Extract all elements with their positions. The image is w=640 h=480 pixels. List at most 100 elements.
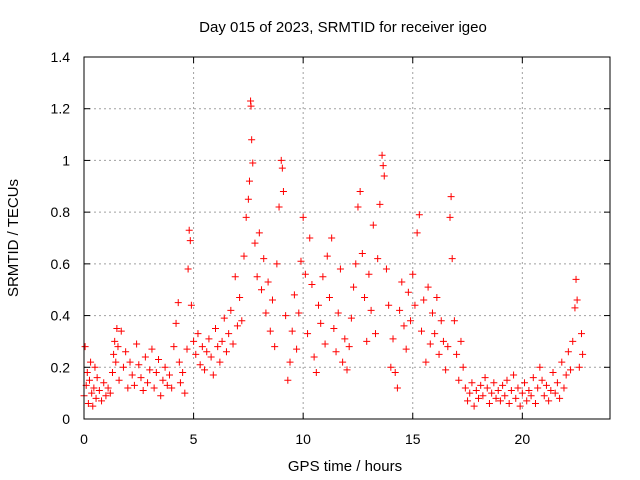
data-point xyxy=(306,234,314,242)
data-point xyxy=(247,102,255,110)
data-point xyxy=(176,379,184,387)
y-tick-label: 1.4 xyxy=(51,49,71,65)
data-point xyxy=(556,394,564,402)
data-point xyxy=(91,363,99,371)
data-point xyxy=(275,203,283,211)
data-point xyxy=(413,229,421,237)
data-point xyxy=(198,343,206,351)
data-point xyxy=(470,402,478,410)
data-point xyxy=(135,361,143,369)
data-point xyxy=(81,343,89,351)
data-point xyxy=(185,226,193,234)
data-point xyxy=(315,301,323,309)
data-point xyxy=(288,327,296,335)
data-point xyxy=(477,381,485,389)
data-point xyxy=(529,374,537,382)
data-point xyxy=(350,283,358,291)
data-point xyxy=(369,221,377,229)
data-point xyxy=(137,374,145,382)
data-point xyxy=(453,350,461,358)
data-point xyxy=(448,255,456,263)
data-point xyxy=(157,392,165,400)
data-point xyxy=(518,389,526,397)
data-point xyxy=(161,363,169,371)
data-point xyxy=(253,273,261,281)
data-point xyxy=(578,330,586,338)
data-point xyxy=(457,337,465,345)
data-point xyxy=(214,343,222,351)
data-point xyxy=(545,397,553,405)
data-point xyxy=(422,358,430,366)
data-point xyxy=(227,306,235,314)
data-point xyxy=(231,273,239,281)
data-point xyxy=(308,281,316,289)
data-point xyxy=(404,288,412,296)
data-point xyxy=(415,211,423,219)
data-point xyxy=(128,371,136,379)
data-point xyxy=(165,371,173,379)
data-point xyxy=(278,164,286,172)
data-point xyxy=(319,273,327,281)
data-point xyxy=(152,368,160,376)
data-point xyxy=(222,348,230,356)
x-tick-label: 5 xyxy=(190,431,198,447)
data-point xyxy=(379,162,387,170)
data-point xyxy=(310,353,318,361)
data-point xyxy=(521,379,529,387)
data-point xyxy=(111,337,119,345)
data-point xyxy=(523,397,531,405)
data-point xyxy=(551,389,559,397)
data-point xyxy=(514,384,522,392)
data-point xyxy=(475,394,482,402)
data-point xyxy=(139,387,147,395)
x-tick-label: 15 xyxy=(405,431,421,447)
data-point xyxy=(538,376,546,384)
data-point xyxy=(560,384,568,392)
data-point xyxy=(124,384,132,392)
data-point xyxy=(264,278,272,286)
data-point xyxy=(446,213,454,221)
axis-ticks xyxy=(83,56,610,420)
data-point xyxy=(542,381,550,389)
data-point xyxy=(323,252,331,260)
data-point xyxy=(106,389,114,397)
data-point xyxy=(459,363,467,371)
data-point xyxy=(428,309,436,317)
data-point xyxy=(564,348,572,356)
data-point xyxy=(290,291,298,299)
data-point xyxy=(90,384,98,392)
data-point xyxy=(481,374,489,382)
data-point xyxy=(175,358,183,366)
data-point xyxy=(376,200,384,208)
data-point xyxy=(212,325,219,332)
data-point xyxy=(229,340,237,348)
data-point xyxy=(301,270,309,278)
data-point xyxy=(461,384,469,392)
data-point xyxy=(562,371,570,379)
data-point xyxy=(389,335,397,343)
data-point xyxy=(380,172,388,180)
data-point xyxy=(84,399,92,407)
data-point xyxy=(117,327,125,335)
data-point xyxy=(501,392,509,400)
data-point xyxy=(115,376,123,384)
data-point xyxy=(174,299,182,307)
data-point xyxy=(418,327,426,335)
data-point xyxy=(439,337,447,345)
data-point xyxy=(468,379,476,387)
data-point xyxy=(87,358,95,366)
data-point xyxy=(387,363,395,371)
data-point xyxy=(402,345,410,353)
data-point xyxy=(187,301,195,309)
data-point xyxy=(531,399,539,407)
data-point xyxy=(304,330,312,338)
data-point xyxy=(233,322,241,330)
data-point xyxy=(433,293,441,301)
data-point xyxy=(426,340,434,348)
chart-title: Day 015 of 2023, SRMTID for receiver ige… xyxy=(199,19,487,36)
data-point xyxy=(279,187,287,195)
data-point xyxy=(170,343,178,351)
data-point xyxy=(284,376,292,384)
data-point xyxy=(148,345,156,353)
tick-labels: 0 0.2 0.4 0.6 0.8 1 1.2 1.4 0 5 10 15 20 xyxy=(51,49,531,447)
